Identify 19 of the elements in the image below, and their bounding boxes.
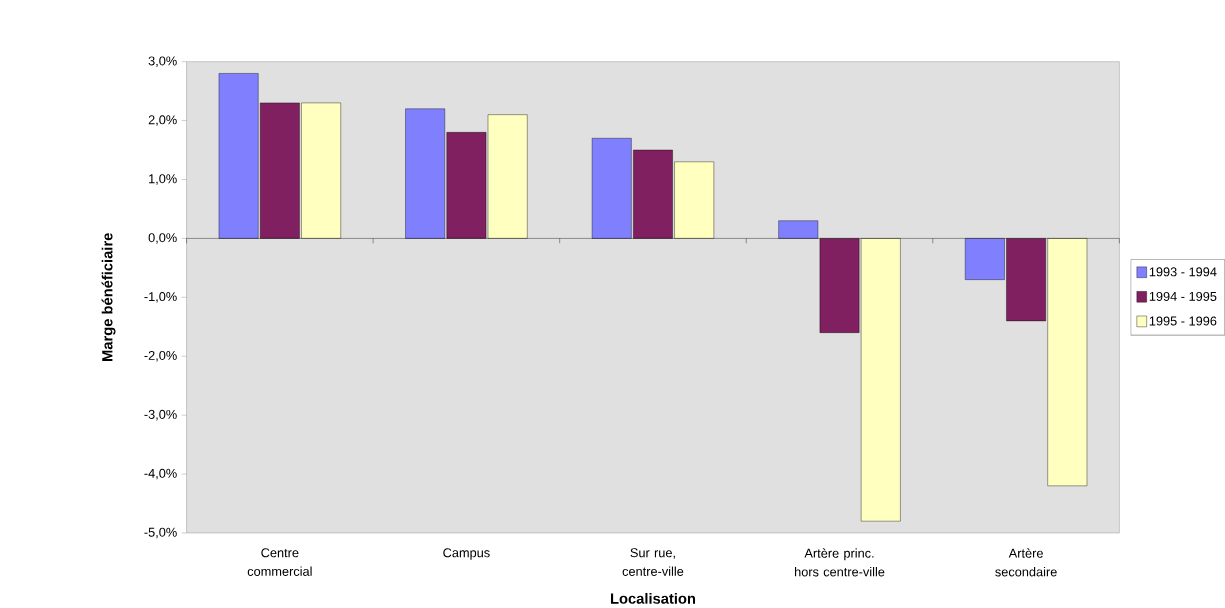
x-tick-label: Campus [443, 548, 490, 560]
x-axis-title: Localisation [610, 592, 696, 604]
x-tick-label: Centre commercial [247, 548, 312, 576]
y-tick-label: -5,0% [144, 527, 177, 539]
y-tick-label: 2,0% [148, 115, 177, 126]
y-tick-label: 1,0% [149, 174, 177, 185]
y-axis-title: Marge bénéficiaire [101, 233, 116, 361]
x-tick-label: Artère secondaire [995, 548, 1057, 577]
x-tick-label: Artère princ. hors centre-ville [795, 548, 885, 577]
y-tick-label: -2,0% [144, 350, 177, 362]
legend-label: 1994 - 1995 [1149, 291, 1217, 301]
legend-label: 1995 - 1996 [1149, 316, 1217, 326]
y-tick-label: 3,0% [148, 56, 177, 67]
y-tick-label: 0,0% [148, 233, 177, 244]
y-tick-label: -1,0% [144, 292, 177, 303]
y-tick-label: -3,0% [144, 409, 177, 421]
y-tick-label: -4,0% [144, 468, 177, 480]
x-tick-label: Sur rue, centre-ville [622, 548, 684, 576]
legend-label: 1993 - 1994 [1149, 267, 1217, 277]
